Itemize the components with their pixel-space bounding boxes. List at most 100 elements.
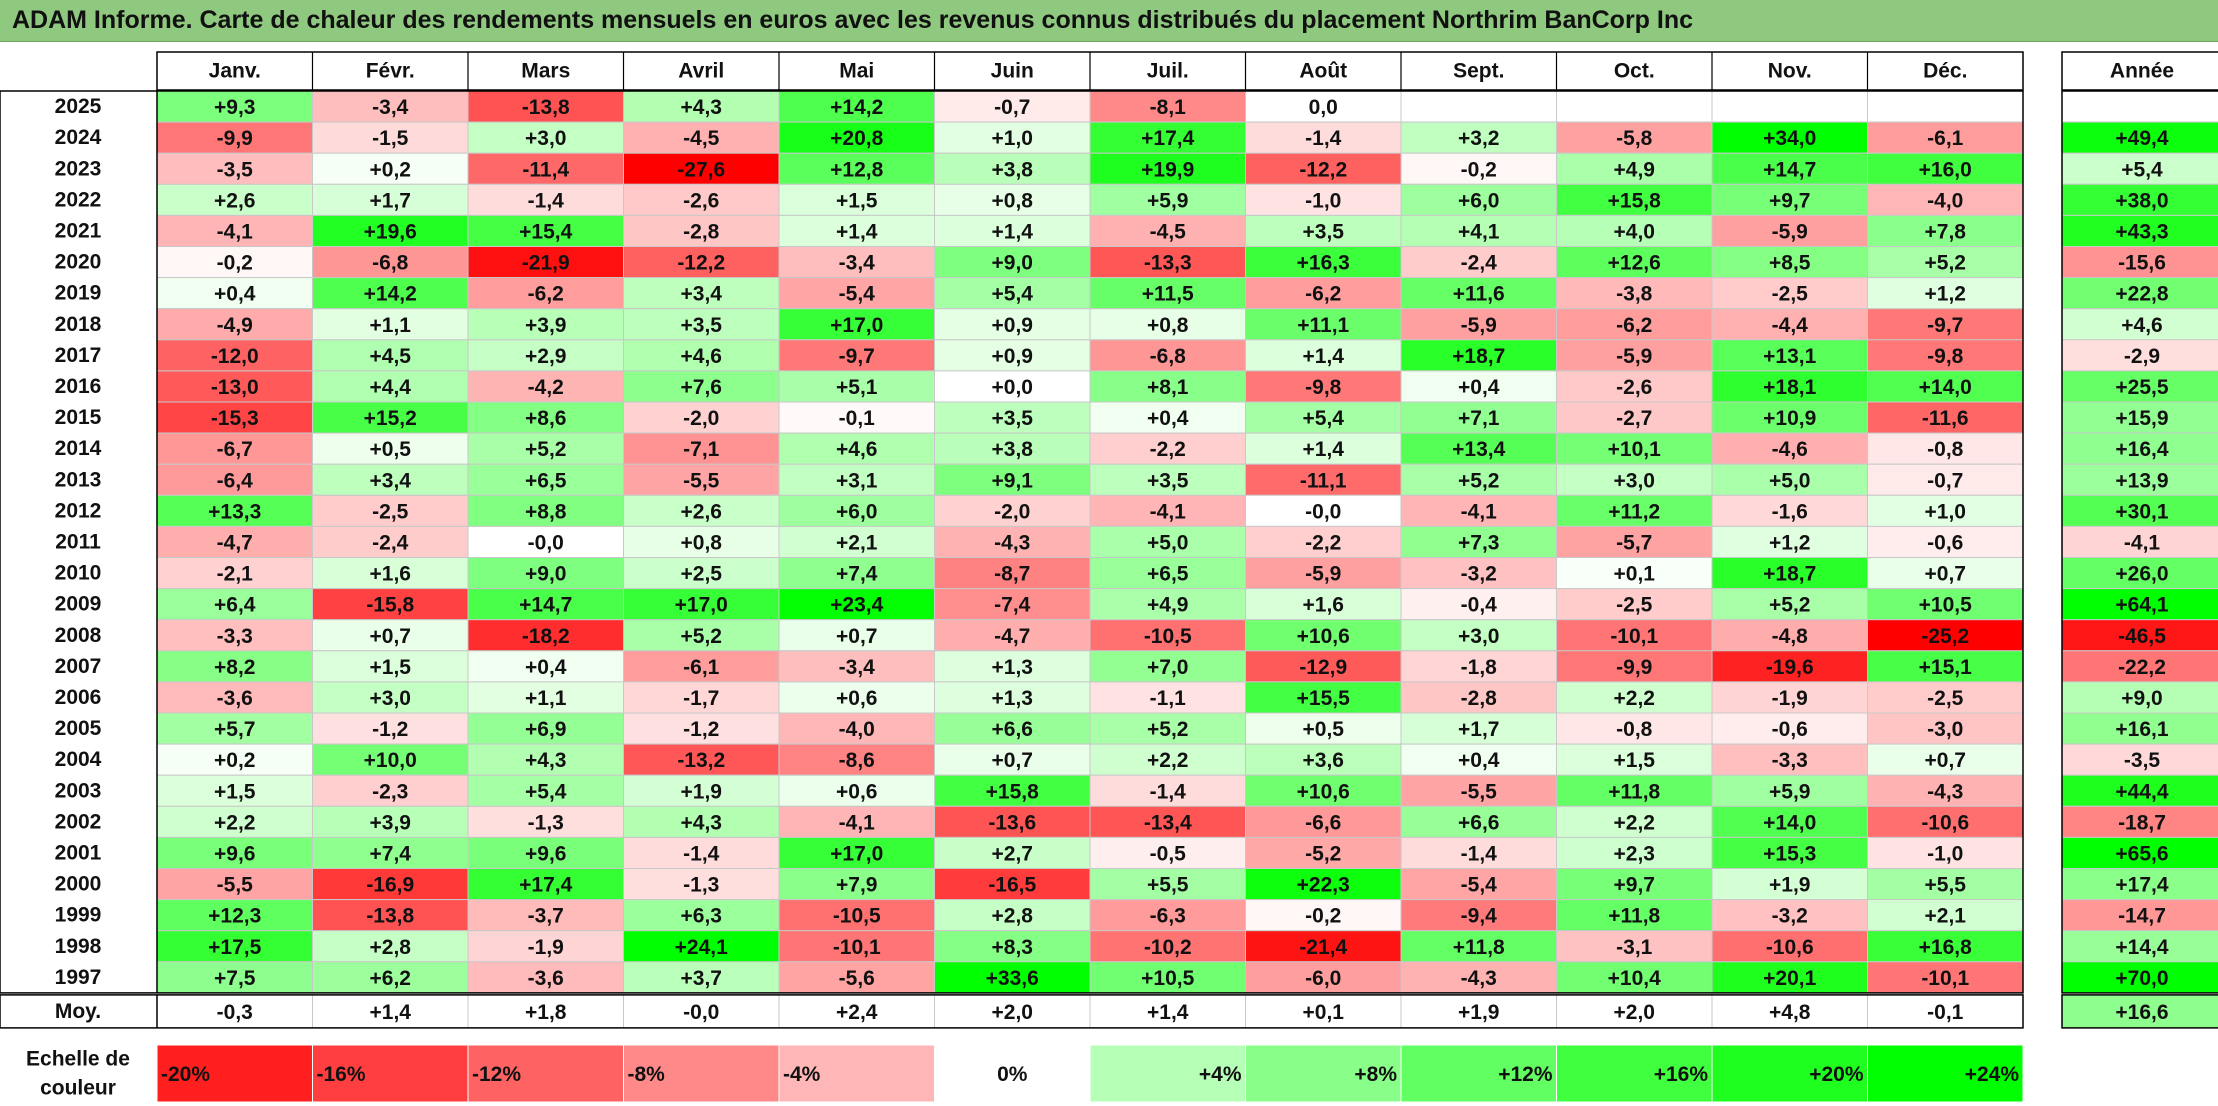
- cell-value: +11,8: [1608, 780, 1660, 803]
- cell-value: +5,7: [214, 718, 255, 741]
- heat-cell: [156, 557, 313, 590]
- cell-value: -4,9: [217, 314, 253, 337]
- cell-value: -9,4: [1461, 905, 1498, 928]
- annual-cell: [2061, 432, 2218, 465]
- cell-value: +6,2: [370, 967, 411, 990]
- year-label: 2021: [55, 219, 102, 242]
- cell-value: +0,4: [214, 283, 256, 306]
- cell-value: +2,7: [992, 842, 1033, 865]
- cell-value: +3,0: [370, 687, 411, 710]
- cell-value: -9,9: [1616, 656, 1652, 679]
- cell-value: -0,8: [1927, 438, 1964, 461]
- heat-cell: [1867, 121, 2024, 154]
- cell-value: +1,4: [836, 220, 878, 243]
- heat-cell: [623, 961, 780, 994]
- heat-cell: [467, 930, 624, 963]
- annual-value: +38,0: [2115, 189, 2168, 212]
- scale-swatch: [312, 1044, 469, 1103]
- scale-step-label: -8%: [628, 1063, 666, 1086]
- heat-cell: [1245, 743, 1402, 776]
- heat-cell: [1556, 743, 1713, 776]
- cell-value: +0,7: [992, 749, 1033, 772]
- cell-value: -2,1: [217, 563, 254, 586]
- cell-value: -9,9: [217, 127, 253, 150]
- year-label: 2000: [55, 873, 102, 896]
- scale-swatch: [156, 1044, 313, 1103]
- year-label: 2011: [55, 530, 101, 553]
- cell-value: -0,2: [1461, 158, 1497, 181]
- cell-value: +2,5: [681, 563, 723, 586]
- year-label: 2024: [55, 126, 102, 149]
- year-label: 2016: [55, 375, 102, 398]
- cell-value: +6,5: [525, 469, 567, 492]
- cell-value: -2,2: [1305, 531, 1341, 554]
- heat-cell: [778, 308, 935, 341]
- average-value: -0,1: [1927, 1001, 1964, 1024]
- cell-value: +5,0: [1147, 531, 1188, 554]
- column-header: Mars: [521, 60, 570, 83]
- heat-cell: [934, 712, 1091, 745]
- cell-value: -2,8: [1461, 687, 1498, 710]
- heat-cell: [778, 370, 935, 403]
- heat-cell: [1867, 557, 2024, 590]
- heat-cell: [1711, 90, 1868, 123]
- heat-cell: [1556, 90, 1713, 123]
- heat-cell: [1089, 90, 1246, 123]
- cell-value: -8,7: [994, 563, 1030, 586]
- heat-cell: [623, 588, 780, 621]
- cell-value: +3,9: [525, 314, 566, 337]
- cell-value: +13,1: [1763, 345, 1816, 368]
- heat-cell: [1556, 868, 1713, 901]
- heat-cell: [467, 525, 624, 559]
- heat-cell: [623, 432, 780, 465]
- average-value: +2,0: [1614, 1001, 1655, 1024]
- cell-value: +10,5: [1919, 594, 1972, 617]
- heat-cell: [934, 214, 1091, 247]
- cell-value: -12,2: [677, 252, 725, 275]
- year-label: 2020: [55, 251, 102, 274]
- data-frame: [0, 90, 2024, 994]
- heat-cell: [156, 588, 313, 621]
- annual-cell: [2061, 121, 2218, 154]
- cell-value: +9,7: [1614, 874, 1655, 897]
- heat-cell: [1089, 743, 1246, 776]
- heat-cell: [312, 152, 469, 185]
- heat-cell: [1089, 650, 1246, 683]
- cell-value: -13,0: [211, 376, 259, 399]
- heat-cell: [1867, 339, 2024, 372]
- cell-value: -5,9: [1461, 314, 1497, 337]
- cell-value: +10,0: [364, 749, 417, 772]
- cell-value: +11,1: [1297, 314, 1349, 337]
- heat-cell: [312, 588, 469, 621]
- cell-value: +0,9: [992, 314, 1033, 337]
- heat-cell: [778, 121, 935, 154]
- cell-value: -2,0: [994, 500, 1030, 523]
- cell-value: -4,1: [217, 220, 254, 243]
- heat-cell: [1245, 525, 1402, 559]
- annual-value: -46,5: [2118, 625, 2166, 648]
- heat-cell: [934, 619, 1091, 652]
- cell-value: -4,1: [839, 811, 876, 834]
- cell-value: -1,4: [1150, 780, 1187, 803]
- annual-cell: [2061, 619, 2218, 652]
- cell-value: -12,0: [211, 345, 259, 368]
- column-header: Juil.: [1147, 60, 1189, 83]
- heat-cell: [1089, 339, 1246, 372]
- scale-step-label: +24%: [1965, 1063, 2020, 1086]
- cell-value: -3,6: [217, 687, 253, 710]
- cell-value: -6,2: [1305, 283, 1341, 306]
- heat-cell: [1711, 525, 1868, 559]
- cell-value: +1,5: [214, 780, 256, 803]
- cell-value: -0,7: [994, 96, 1030, 119]
- cell-value: -3,4: [839, 252, 876, 275]
- heat-cell: [778, 463, 935, 496]
- annual-cell: [2061, 899, 2218, 932]
- cell-value: +22,3: [1297, 874, 1350, 897]
- cell-value: -5,4: [839, 283, 876, 306]
- cell-value: +8,3: [992, 936, 1033, 959]
- cell-value: -6,2: [528, 283, 564, 306]
- cell-value: +2,8: [370, 936, 412, 959]
- cell-value: +10,5: [1141, 967, 1194, 990]
- heat-cell: [934, 121, 1091, 154]
- cell-value: -5,6: [839, 967, 875, 990]
